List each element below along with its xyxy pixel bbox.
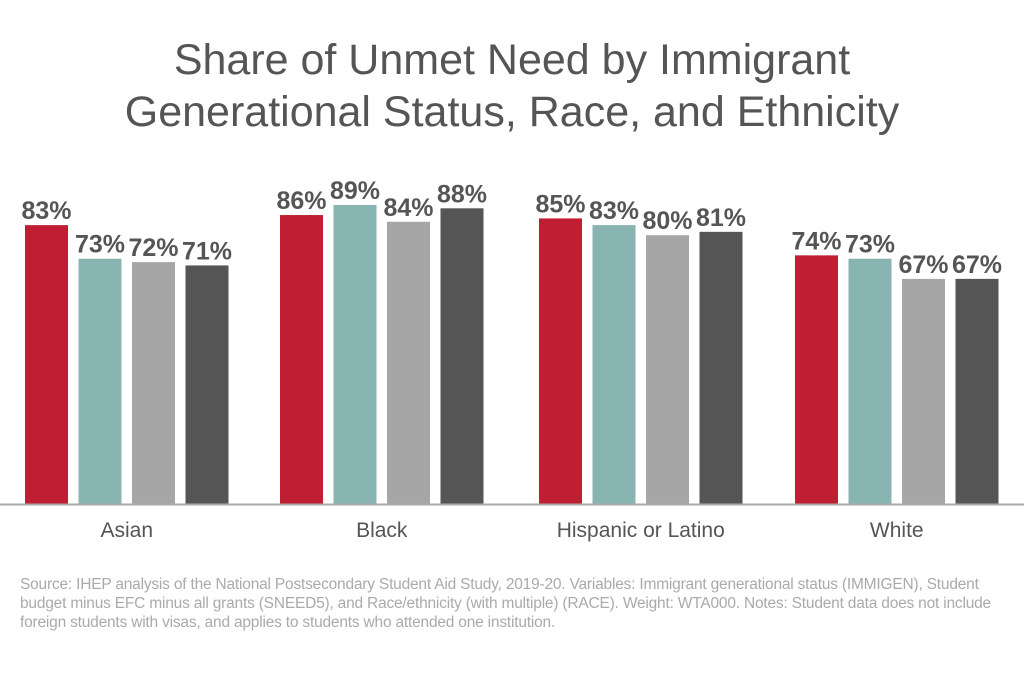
data-label: 73% — [75, 231, 125, 259]
bar — [25, 225, 68, 504]
bar — [795, 255, 838, 504]
bar — [78, 258, 122, 504]
bar — [185, 265, 229, 504]
source-note: Source: IHEP analysis of the National Po… — [20, 576, 991, 631]
bar — [440, 208, 484, 504]
data-label: 86% — [276, 187, 326, 215]
data-label: 83% — [589, 197, 639, 225]
data-label: 74% — [791, 227, 841, 255]
category-label: Black — [356, 519, 408, 542]
bar — [387, 221, 430, 504]
data-label: 88% — [437, 180, 487, 208]
bar — [646, 235, 689, 504]
bar — [333, 204, 377, 504]
data-label: 67% — [952, 251, 1002, 279]
data-label: 72% — [128, 234, 178, 262]
chart-title: Share of Unmet Need by Immigrant Generati… — [124, 36, 900, 136]
bar — [280, 215, 323, 505]
bar — [132, 262, 175, 504]
data-label: 83% — [21, 197, 71, 225]
data-label: 85% — [535, 190, 585, 218]
data-label: 80% — [642, 207, 692, 235]
category-label: Hispanic or Latino — [557, 519, 725, 542]
bar — [699, 231, 743, 504]
category-label: Asian — [100, 519, 153, 542]
bar — [955, 278, 999, 504]
data-label: 81% — [696, 204, 746, 232]
category-label: White — [870, 519, 924, 542]
data-label: 71% — [182, 237, 232, 265]
data-label: 89% — [330, 177, 380, 205]
bar — [539, 218, 582, 504]
bar — [592, 225, 636, 504]
data-label: 73% — [845, 231, 895, 259]
data-label: 67% — [898, 251, 948, 279]
bar — [848, 258, 892, 504]
data-label: 84% — [383, 194, 433, 222]
bar — [902, 278, 945, 504]
